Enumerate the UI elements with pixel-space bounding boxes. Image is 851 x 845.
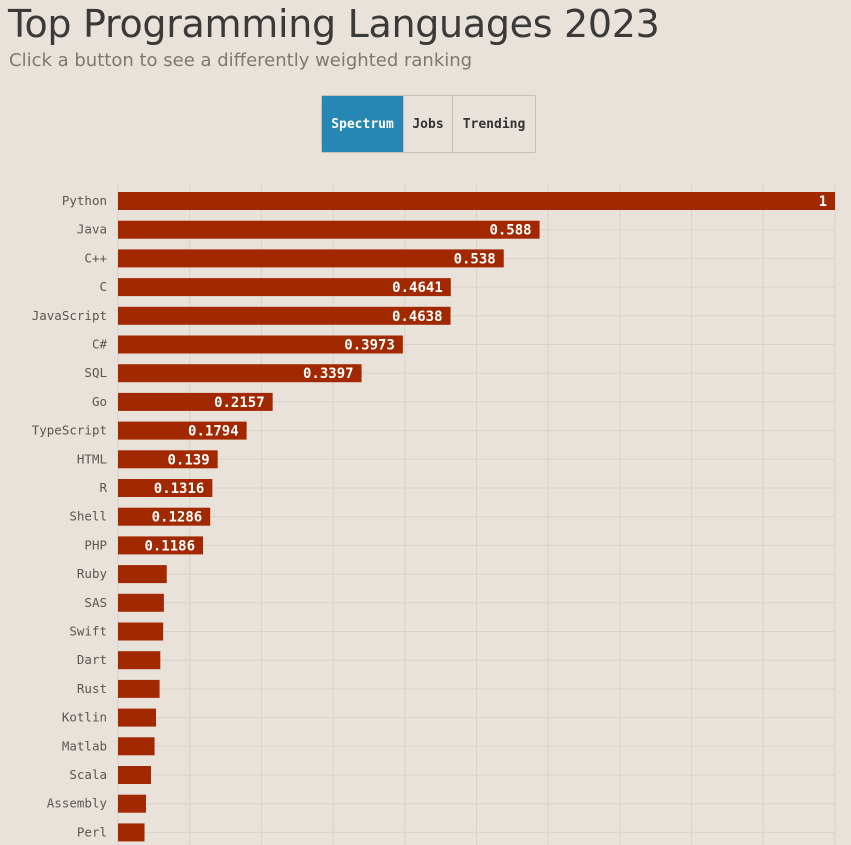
bar-c <box>118 278 451 297</box>
bar-sas <box>118 593 164 612</box>
value-label: 0.3397 <box>303 366 354 382</box>
bar-swift <box>118 622 164 641</box>
category-label: JavaScript <box>32 308 107 323</box>
category-label: Ruby <box>77 566 108 581</box>
jobs-button[interactable]: Jobs <box>404 96 453 152</box>
category-label: Dart <box>77 652 107 667</box>
trending-button[interactable]: Trending <box>453 96 535 152</box>
category-label: C# <box>92 337 108 352</box>
value-label: 0.588 <box>489 223 531 239</box>
page-subtitle: Click a button to see a differently weig… <box>9 50 473 71</box>
category-label: Scala <box>69 767 107 782</box>
bar-dart <box>118 651 161 670</box>
bar-html <box>118 450 218 469</box>
bar-perl <box>118 823 145 842</box>
category-label: Python <box>62 193 107 208</box>
category-label: SQL <box>84 365 107 380</box>
bar-c- <box>118 335 403 354</box>
bar-ruby <box>118 565 167 584</box>
bar-c- <box>118 249 504 268</box>
bar-sql <box>118 364 362 383</box>
bar-typescript <box>118 421 247 440</box>
category-label: HTML <box>77 451 107 466</box>
category-label: PHP <box>84 537 107 552</box>
category-label: Go <box>92 394 107 409</box>
category-label: C <box>99 279 107 294</box>
value-label: 0.1316 <box>154 481 205 497</box>
category-label: Assembly <box>47 796 108 811</box>
ranking-button-group: Spectrum Jobs Trending <box>321 95 536 153</box>
bar-assembly <box>118 794 146 813</box>
category-label: Kotlin <box>62 710 107 725</box>
category-label: Rust <box>77 681 107 696</box>
bar-rust <box>118 679 160 698</box>
category-label: Java <box>77 222 107 237</box>
bar-r <box>118 479 213 497</box>
category-label: R <box>99 480 107 495</box>
bar-matlab <box>118 737 155 756</box>
category-label: Shell <box>69 509 107 524</box>
value-label: 0.4641 <box>392 280 443 296</box>
bar-go <box>118 392 273 411</box>
page-title: Top Programming Languages 2023 <box>8 2 660 46</box>
spectrum-button[interactable]: Spectrum <box>322 96 404 152</box>
bar-javascript <box>118 306 451 325</box>
value-label: 1 <box>819 194 827 210</box>
bar-shell <box>118 507 211 526</box>
bar-python <box>118 192 835 210</box>
value-label: 0.1186 <box>144 538 195 554</box>
category-label: Swift <box>69 624 107 639</box>
category-label: Matlab <box>62 738 107 753</box>
value-label: 0.3973 <box>344 338 395 354</box>
category-label: Perl <box>77 824 107 839</box>
category-label: C++ <box>84 250 107 265</box>
value-label: 0.1794 <box>188 424 239 440</box>
value-label: 0.4638 <box>392 309 443 325</box>
bar-java <box>118 220 540 239</box>
value-label: 0.2157 <box>214 395 265 411</box>
bar-kotlin <box>118 708 157 727</box>
bar-scala <box>118 766 151 784</box>
value-label: 0.1286 <box>152 510 203 526</box>
category-label: TypeScript <box>32 423 107 438</box>
value-label: 0.139 <box>168 452 210 468</box>
category-label: SAS <box>84 595 107 610</box>
value-label: 0.538 <box>454 251 496 267</box>
bar-php <box>118 536 204 555</box>
